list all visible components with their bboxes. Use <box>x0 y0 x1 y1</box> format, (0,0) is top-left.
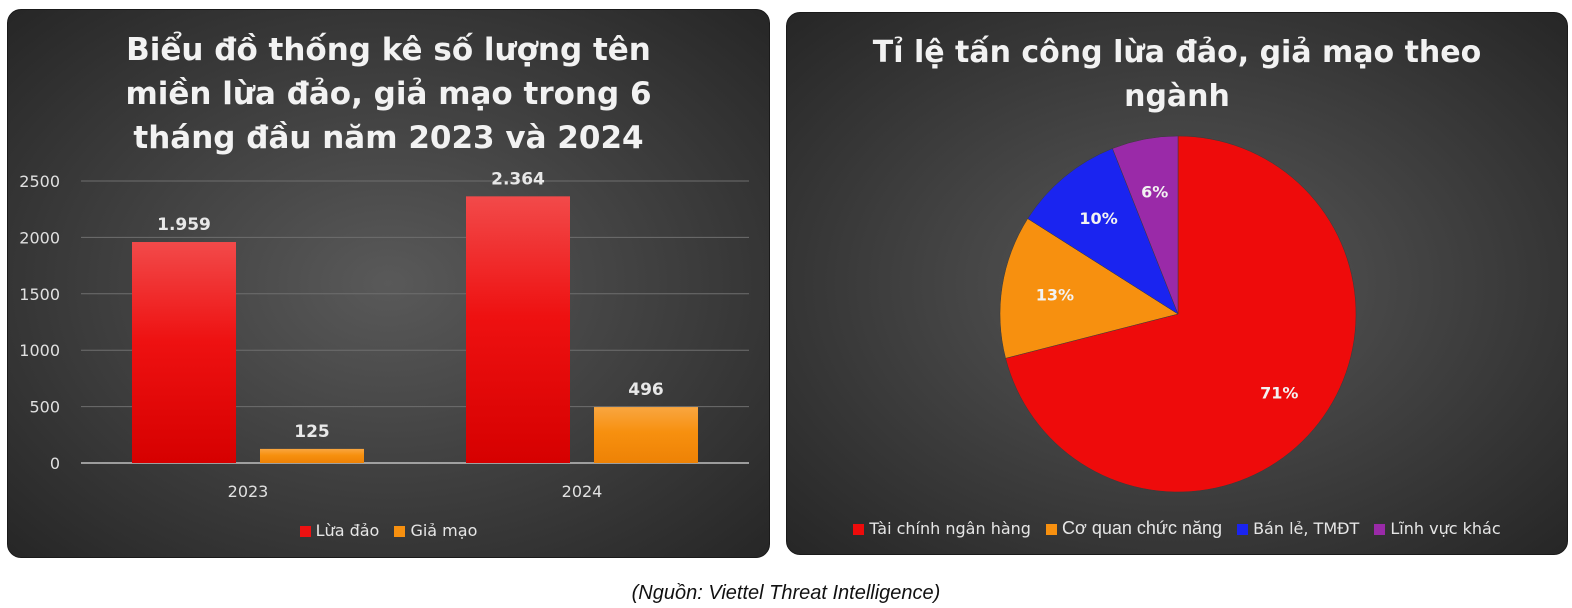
pie-slice-Cơ quan chức năng <box>999 218 1179 359</box>
source-caption: (Nguồn: Viettel Threat Intelligence) <box>631 582 941 604</box>
data-label: 125 <box>294 422 330 442</box>
legend-item-gia-mao: Giả mạo <box>394 521 477 540</box>
legend-label-gia-mao: Giả mạo <box>410 521 478 540</box>
legend-swatch-ban-le <box>1237 524 1249 535</box>
legend-label-linh-vuc-khac: Lĩnh vực khác <box>1390 519 1501 538</box>
pie-chart-panel: Tỉ lệ tấn công lừa đảo, giả mạo theo ngà… <box>786 12 1568 555</box>
legend-swatch-co-quan <box>1046 524 1058 535</box>
x-tick-label: 2023 <box>228 482 269 501</box>
legend-label-lua-dao: Lừa đảo <box>315 521 380 540</box>
legend-item-tai-chinh: Tài chính ngân hàng <box>853 519 1031 538</box>
legend-swatch-linh-vuc-khac <box>1374 524 1386 535</box>
pie-data-label: 71% <box>1260 384 1298 403</box>
legend-swatch-gia-mao <box>394 526 406 537</box>
legend-label-co-quan: Cơ quan chức năng <box>1062 518 1222 538</box>
legend-item-co-quan: Cơ quan chức năng <box>1046 518 1222 539</box>
bar-chart-title: Biểu đồ thống kê số lượng tên miền lừa đ… <box>125 32 652 156</box>
legend-item-ban-le: Bán lẻ, TMĐT <box>1237 519 1359 538</box>
bar-Giả mạo-2024 <box>594 407 698 463</box>
pie-data-label: 6% <box>1141 183 1168 202</box>
y-tick-label: 2000 <box>19 228 60 247</box>
legend-item-linh-vuc-khac: Lĩnh vực khác <box>1374 519 1501 538</box>
y-tick-label: 500 <box>29 398 60 417</box>
legend-swatch-lua-dao <box>299 526 311 537</box>
pie-chart-svg: 71% 13% 10% 6% <box>999 135 1357 493</box>
bar-chart-legend: Lừa đảo Giả mạo <box>8 521 769 540</box>
legend-swatch-tai-chinh <box>853 524 865 535</box>
legend-label-tai-chinh: Tài chính ngân hàng <box>869 519 1031 538</box>
bar-Lừa đảo-2024 <box>466 196 570 463</box>
legend-item-lua-dao: Lừa đảo <box>299 521 380 540</box>
bar-chart-panel: Biểu đồ thống kê số lượng tên miền lừa đ… <box>7 9 770 558</box>
pie-slice-Lĩnh vực khác <box>1112 135 1179 315</box>
data-label: 1.959 <box>157 215 211 235</box>
y-tick-label: 1000 <box>19 341 60 360</box>
bar-chart-svg: 0 500 1000 1500 2000 2500 1.959 125 2023 2.364 496… <box>19 169 749 501</box>
pie-data-label: 10% <box>1079 209 1117 228</box>
y-tick-label: 2500 <box>19 172 60 191</box>
pie-data-label: 13% <box>1036 286 1074 305</box>
data-label: 2.364 <box>491 169 545 189</box>
pie-chart-title: Tỉ lệ tấn công lừa đảo, giả mạo theo ngà… <box>872 35 1482 114</box>
x-tick-label: 2024 <box>562 482 603 501</box>
y-tick-label: 1500 <box>19 285 60 304</box>
pie-chart-legend: Tài chính ngân hàng Cơ quan chức năng Bá… <box>787 518 1567 539</box>
y-tick-label: 0 <box>50 454 60 473</box>
bar-Giả mạo-2023 <box>260 448 364 463</box>
pie-slice-Tài chính ngân hàng <box>1005 135 1357 493</box>
bar-Lừa đảo-2023 <box>132 242 236 463</box>
data-label: 496 <box>628 380 664 400</box>
pie-slice-Bán lẻ, TMĐT <box>1027 148 1179 315</box>
legend-label-ban-le: Bán lẻ, TMĐT <box>1253 519 1360 538</box>
